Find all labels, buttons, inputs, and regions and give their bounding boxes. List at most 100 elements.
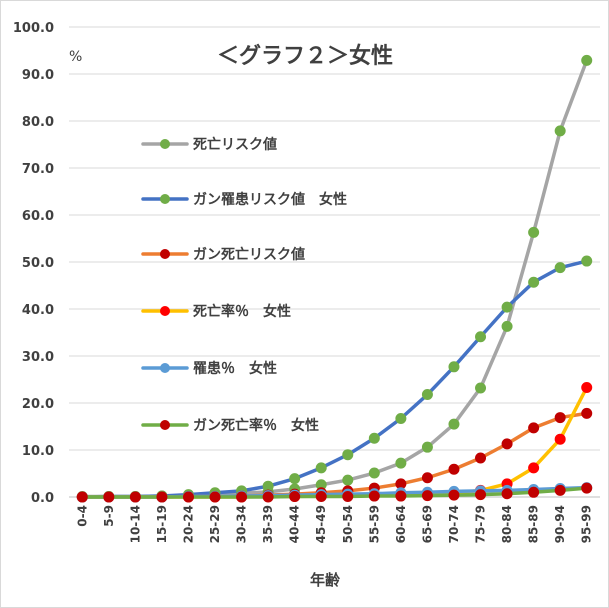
data-point xyxy=(528,226,540,238)
data-point xyxy=(475,382,487,394)
data-point xyxy=(475,331,487,343)
x-axis-title: 年齢 xyxy=(310,571,341,589)
y-tick-label: 0.0 xyxy=(31,491,54,506)
data-point xyxy=(528,462,540,474)
data-point xyxy=(315,491,327,503)
legend-label: 罹患％ 女性 xyxy=(193,360,277,377)
legend-swatch-marker xyxy=(160,249,170,259)
legend-item: 死亡率％ 女性 xyxy=(141,303,291,320)
data-point xyxy=(209,491,221,503)
x-tick-label: 70-74 xyxy=(447,505,461,543)
data-point xyxy=(528,276,540,288)
series-2 xyxy=(76,255,593,503)
data-point xyxy=(342,449,354,461)
legend-swatch-marker xyxy=(160,363,170,373)
x-tick-label: 65-69 xyxy=(420,505,434,543)
y-tick-label: 20.0 xyxy=(22,397,54,412)
x-tick-label: 95-99 xyxy=(580,505,594,543)
legend-item: 罹患％ 女性 xyxy=(141,360,277,377)
data-point xyxy=(554,125,566,137)
data-point xyxy=(475,489,487,501)
chart-title: ＜グラフ２＞女性 xyxy=(217,43,393,69)
data-point xyxy=(554,484,566,496)
legend-swatch-marker xyxy=(160,420,170,430)
legend-item: 死亡リスク値 xyxy=(141,136,277,153)
x-tick-label: 35-39 xyxy=(261,505,275,543)
data-point xyxy=(581,407,593,419)
series-line xyxy=(80,259,589,499)
data-point xyxy=(129,491,141,503)
x-tick-label: 50-54 xyxy=(341,505,355,543)
y-tick-label: 90.0 xyxy=(22,68,54,83)
data-point xyxy=(528,422,540,434)
data-point xyxy=(475,452,487,464)
data-point xyxy=(528,486,540,498)
data-point xyxy=(342,474,354,486)
data-point xyxy=(182,491,194,503)
data-point xyxy=(421,472,433,484)
series-1 xyxy=(76,54,593,503)
data-point xyxy=(103,491,115,503)
y-tick-label: 50.0 xyxy=(22,256,54,271)
data-point xyxy=(368,432,380,444)
data-point xyxy=(448,489,460,501)
y-tick-label: 30.0 xyxy=(22,350,54,365)
y-tick-label: 60.0 xyxy=(22,209,54,224)
x-tick-label: 15-19 xyxy=(155,505,169,543)
series-3 xyxy=(76,407,593,503)
legend-swatch-marker xyxy=(160,194,170,204)
data-point xyxy=(342,491,354,503)
data-point xyxy=(368,490,380,502)
data-point xyxy=(501,438,513,450)
data-point xyxy=(395,413,407,425)
data-point xyxy=(448,361,460,373)
data-point xyxy=(368,467,380,479)
data-point xyxy=(395,490,407,502)
data-point xyxy=(581,482,593,494)
unit-label: % xyxy=(69,49,82,65)
x-tick-label: 90-94 xyxy=(553,505,567,543)
y-axis-ticks: 0.0 10.0 20.0 30.0 40.0 50.0 60.0 70.0 80.0 90.0 1… xyxy=(13,21,54,506)
x-tick-label: 25-29 xyxy=(208,505,222,543)
data-point xyxy=(236,491,248,503)
data-point xyxy=(448,463,460,475)
data-point xyxy=(289,473,301,485)
data-point xyxy=(581,255,593,267)
x-tick-label: 5-9 xyxy=(102,505,116,527)
x-tick-label: 20-24 xyxy=(181,505,195,543)
legend-swatch-marker xyxy=(160,139,170,149)
data-point xyxy=(76,491,88,503)
x-tick-label: 45-49 xyxy=(314,505,328,543)
x-axis-ticks: 0-4 5-9 10-14 15-19 20-24 25-29 30-34 35-39 40-4… xyxy=(75,505,593,543)
x-tick-label: 60-64 xyxy=(394,505,408,543)
legend-label: 死亡率％ 女性 xyxy=(192,303,291,320)
series-lines xyxy=(76,54,593,503)
legend-item: ガン死亡率％ 女性 xyxy=(141,417,319,434)
data-point xyxy=(421,490,433,502)
data-point xyxy=(262,491,274,503)
data-point xyxy=(554,433,566,445)
x-tick-label: 40-44 xyxy=(288,505,302,543)
data-point xyxy=(554,262,566,274)
data-point xyxy=(315,462,327,474)
data-point xyxy=(554,412,566,424)
data-point xyxy=(501,301,513,313)
data-point xyxy=(581,381,593,393)
data-point xyxy=(581,54,593,66)
legend-label: ガン罹患リスク値 女性 xyxy=(193,191,347,208)
data-point xyxy=(448,418,460,430)
series-line xyxy=(80,58,589,499)
x-tick-label: 85-89 xyxy=(527,505,541,543)
x-tick-label: 80-84 xyxy=(500,505,514,543)
legend-label: 死亡リスク値 xyxy=(192,136,277,153)
x-tick-label: 55-59 xyxy=(367,505,381,543)
data-point xyxy=(501,320,513,332)
series-6 xyxy=(76,482,593,503)
y-tick-label: 70.0 xyxy=(22,162,54,177)
data-point xyxy=(395,457,407,469)
x-tick-label: 75-79 xyxy=(474,505,488,543)
legend-item: ガン死亡リスク値 xyxy=(141,246,305,263)
